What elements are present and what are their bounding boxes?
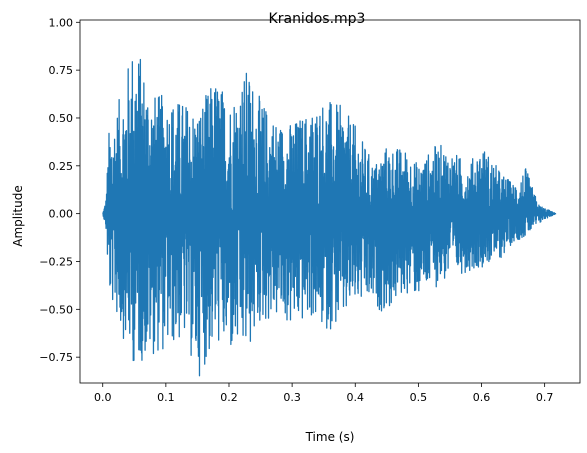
waveform-line [102, 58, 557, 377]
y-tick-label: 0.25 [49, 160, 74, 173]
x-tick-label: 0.4 [347, 391, 365, 404]
x-tick-label: 0.1 [157, 391, 175, 404]
x-axis: 0.0 0.1 0.2 0.3 0.4 0.5 0.6 0.7 [94, 383, 553, 404]
x-tick-label: 0.7 [536, 391, 554, 404]
x-tick-label: 0.5 [410, 391, 428, 404]
y-tick-label: 0.75 [49, 64, 74, 77]
x-axis-label: Time (s) [305, 430, 355, 444]
y-tick-label: 0.00 [49, 208, 74, 221]
x-tick-label: 0.0 [94, 391, 112, 404]
y-tick-label: 1.00 [49, 16, 74, 29]
plot-frame [79, 19, 581, 384]
y-tick-label: −0.50 [39, 303, 73, 316]
y-tick-label: −0.75 [39, 351, 73, 364]
x-tick-label: 0.6 [473, 391, 491, 404]
y-axis: −0.75 −0.50 −0.25 0.00 0.25 0.50 0.75 1.00 [39, 16, 80, 364]
y-tick-label: 0.50 [49, 112, 74, 125]
plot-area [102, 58, 557, 377]
waveform-series [102, 58, 557, 377]
y-axis-label: Amplitude [11, 185, 25, 247]
x-tick-label: 0.3 [283, 391, 301, 404]
y-tick-label: −0.25 [39, 255, 73, 268]
x-tick-label: 0.2 [220, 391, 238, 404]
chart-title: Kranidos.mp3 [269, 11, 366, 27]
